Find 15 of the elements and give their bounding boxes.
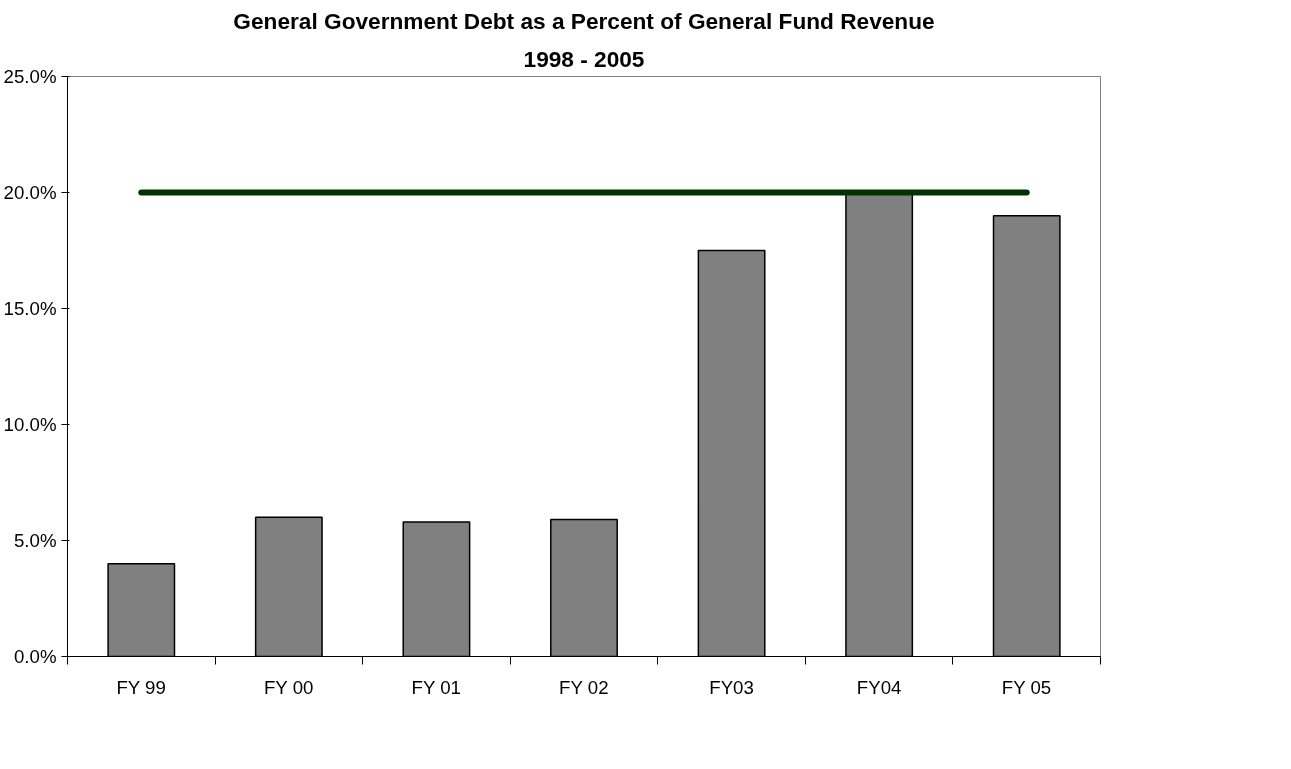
x-tick-label: FY 00 (263, 676, 314, 698)
x-tick-label: FY 01 (411, 676, 461, 698)
y-tick-label: 0.0% (13, 646, 57, 667)
x-tick-label: FY03 (709, 676, 754, 698)
x-tick-label: FY 99 (116, 676, 166, 698)
x-tick-label: FY04 (856, 676, 902, 698)
y-tick-label: 5.0% (13, 530, 57, 551)
y-tick-label: 25.0% (3, 66, 57, 87)
chart-title: General Government Debt as a Percent of General Fund Revenue (233, 7, 935, 34)
y-tick-label: 15.0% (3, 298, 57, 319)
chart-subtitle: 1998 - 2005 (523, 45, 645, 72)
y-tick-label: 10.0% (3, 414, 57, 435)
x-tick-label: FY 02 (559, 676, 609, 698)
y-tick-label: 20.0% (3, 182, 57, 203)
x-tick-label: FY 05 (1001, 676, 1052, 698)
